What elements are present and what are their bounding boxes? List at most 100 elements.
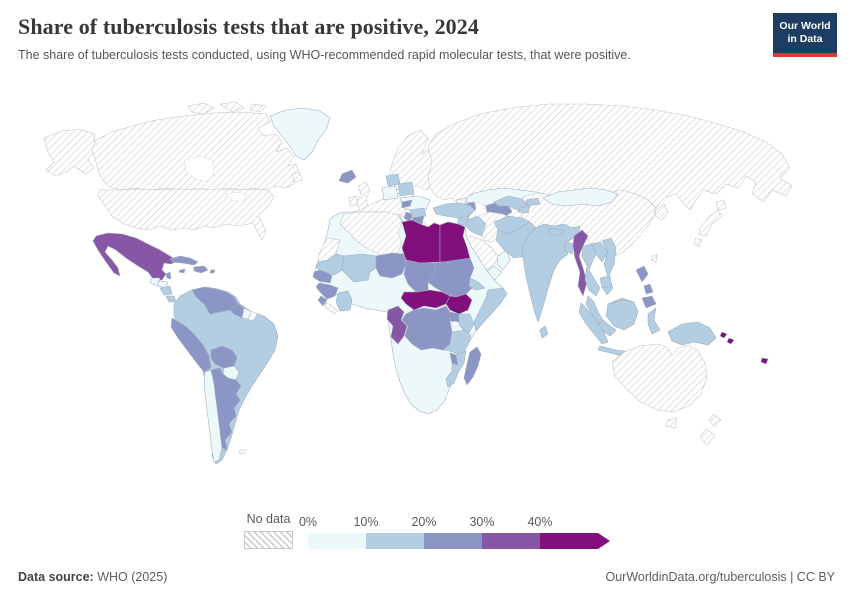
country-oman[interactable] [496, 249, 511, 271]
country-iceland[interactable] [338, 169, 357, 184]
country-poland[interactable] [381, 185, 399, 201]
world-choropleth-map [8, 98, 840, 510]
falkland-islands[interactable] [238, 449, 247, 455]
country-newfoundland[interactable] [291, 171, 303, 183]
country-mongolia[interactable] [542, 187, 619, 207]
country-solomon-islands-2[interactable] [726, 337, 735, 345]
country-hispaniola[interactable] [193, 265, 209, 274]
country-ireland[interactable] [348, 195, 359, 208]
country-solomon-islands[interactable] [719, 331, 728, 339]
country-cameroon-gabon-congo[interactable] [386, 305, 408, 345]
legend-no-data[interactable]: No data [244, 512, 293, 549]
country-new-zealand-north[interactable] [708, 413, 722, 428]
legend-bin-0%-10%[interactable] [308, 533, 366, 549]
country-new-guinea[interactable] [667, 321, 717, 346]
country-costa-rica[interactable] [165, 295, 177, 303]
owid-logo-line2: in Data [787, 33, 823, 45]
legend-bin-40%+[interactable] [540, 533, 610, 549]
legend-bin-20%-30%[interactable] [424, 533, 482, 549]
country-senegal[interactable] [312, 269, 333, 284]
country-alaska-usa[interactable] [43, 128, 97, 177]
country-kyrgyzstan[interactable] [525, 197, 541, 207]
country-fiji[interactable] [760, 357, 769, 365]
legend-color-bar: 0% 10% 20% 30% 40% [299, 515, 610, 549]
country-japan-kyushu[interactable] [693, 237, 703, 248]
country-indonesia-sumatra[interactable] [578, 302, 609, 345]
country-indonesia-sulawesi[interactable] [647, 307, 661, 335]
country-philippines-visayas[interactable] [643, 283, 654, 295]
country-turkey[interactable] [432, 202, 476, 219]
country-egypt[interactable] [439, 221, 471, 263]
country-laos[interactable] [591, 241, 609, 263]
country-nepal[interactable] [547, 227, 565, 237]
country-philippines-luzon[interactable] [635, 265, 649, 283]
country-cambodia[interactable] [599, 275, 613, 289]
country-libya[interactable] [401, 219, 441, 264]
legend-tick-20%: 20% [411, 515, 437, 529]
legend-tick-10%: 10% [353, 515, 379, 529]
country-algeria[interactable] [339, 211, 403, 257]
country-tajikistan[interactable] [517, 205, 531, 214]
arctic-island[interactable] [219, 101, 245, 113]
country-india[interactable] [521, 223, 581, 323]
country-belize[interactable] [165, 271, 172, 280]
country-indonesia-borneo[interactable] [605, 299, 639, 331]
country-cuba[interactable] [169, 255, 199, 266]
country-puerto-rico[interactable] [209, 269, 216, 274]
country-french-guiana[interactable] [247, 310, 258, 322]
country-united-states[interactable] [97, 188, 275, 241]
country-mexico[interactable] [92, 232, 179, 281]
world-map-svg [43, 101, 793, 465]
country-mali[interactable] [341, 253, 377, 283]
country-chile[interactable] [203, 369, 223, 463]
country-sierra-leone[interactable] [317, 295, 328, 307]
country-madagascar[interactable] [463, 346, 482, 386]
country-romania[interactable] [409, 207, 427, 219]
country-niger[interactable] [375, 252, 407, 279]
country-nicaragua[interactable] [159, 285, 173, 296]
country-philippines-mindanao[interactable] [641, 295, 657, 309]
legend-tick-30%: 30% [469, 515, 495, 529]
legend-bin-10%-20%[interactable] [366, 533, 424, 549]
country-somalia[interactable] [473, 287, 508, 332]
no-data-swatch[interactable] [244, 531, 293, 549]
data-source: Data source: WHO (2025) [18, 570, 167, 584]
country-north-korea[interactable] [654, 203, 669, 221]
page-title: Share of tuberculosis tests that are pos… [18, 14, 479, 39]
country-liberia[interactable] [324, 301, 339, 315]
lake-victoria [452, 321, 458, 327]
owid-logo[interactable]: Our World in Data [773, 13, 837, 57]
country-chad[interactable] [403, 259, 437, 293]
country-vietnam[interactable] [601, 237, 617, 296]
owid-logo-line1: Our World [779, 19, 831, 32]
country-guinea[interactable] [315, 282, 339, 300]
country-mozambique[interactable] [445, 350, 467, 388]
country-new-zealand-south[interactable] [699, 428, 716, 446]
legend-bar [308, 533, 610, 549]
citation-link[interactable]: OurWorldinData.org/tuberculosis | CC BY [605, 570, 836, 584]
country-cote-divoire[interactable] [335, 290, 353, 312]
country-bangladesh[interactable] [563, 241, 575, 255]
country-jamaica[interactable] [178, 268, 186, 274]
country-taiwan[interactable] [650, 253, 658, 263]
country-belarus[interactable] [397, 181, 415, 197]
arctic-island[interactable] [187, 102, 215, 115]
legend-tick-40%: 40% [527, 515, 553, 529]
country-guyana[interactable] [229, 303, 245, 319]
legend-bin-30%-40%[interactable] [482, 533, 540, 549]
country-sri-lanka[interactable] [539, 325, 549, 339]
country-central-african-republic[interactable] [400, 289, 451, 311]
country-japan-honshu[interactable] [698, 209, 723, 237]
country-eritrea[interactable] [468, 277, 486, 291]
country-tasmania[interactable] [665, 417, 678, 429]
country-australia[interactable] [611, 343, 708, 413]
hudson-bay [183, 155, 215, 183]
country-japan-hokkaido[interactable] [715, 199, 727, 211]
arctic-island[interactable] [249, 103, 267, 113]
country-south-sudan[interactable] [445, 293, 473, 315]
country-peru[interactable] [170, 317, 212, 373]
country-slovakia[interactable] [401, 199, 413, 209]
map-legend: No data 0% 10% 20% 30% 40% [244, 512, 610, 549]
country-uganda[interactable] [449, 311, 460, 323]
country-greenland[interactable] [269, 107, 331, 161]
